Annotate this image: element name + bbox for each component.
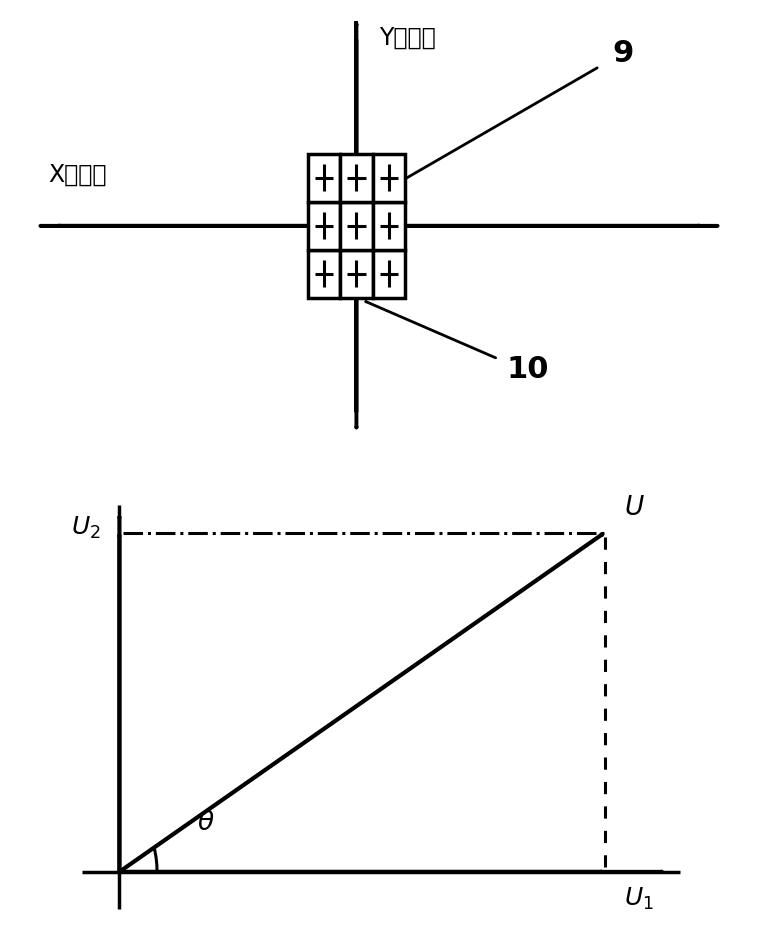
Bar [340,154,373,202]
Text: X敏感轴: X敏感轴 [48,163,106,187]
Text: Y敏感轴: Y敏感轴 [379,26,436,50]
Bar [340,202,373,250]
Text: $U$: $U$ [624,496,644,522]
Text: 10: 10 [507,355,550,384]
Bar [373,250,406,298]
Bar [308,250,340,298]
Bar [373,202,406,250]
Bar [308,154,340,202]
Text: $U_2$: $U_2$ [71,515,101,541]
Text: 9: 9 [613,39,634,68]
Text: $U_1$: $U_1$ [624,885,653,912]
Bar [340,250,373,298]
Bar [373,154,406,202]
Bar [308,202,340,250]
Text: $\theta$: $\theta$ [197,811,215,837]
